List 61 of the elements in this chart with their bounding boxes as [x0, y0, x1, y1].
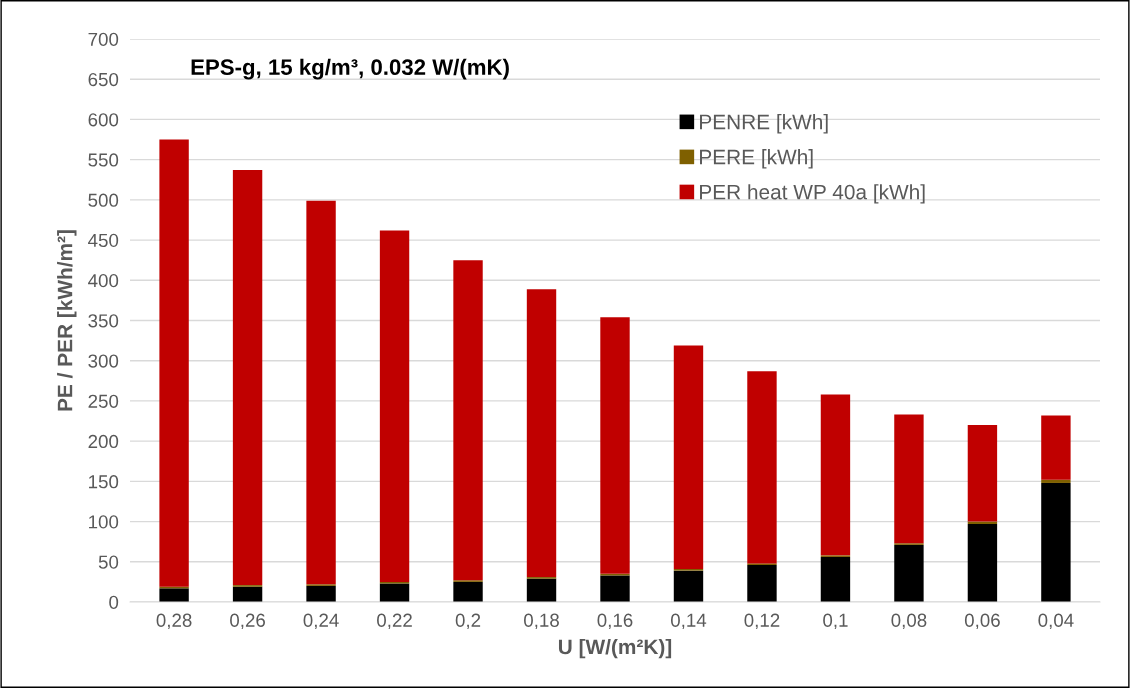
y-tick-label: 350 — [88, 314, 119, 328]
bar — [1041, 479, 1071, 483]
y-tick-label: 200 — [88, 434, 119, 449]
bar — [306, 200, 336, 585]
y-tick-label: 100 — [89, 515, 119, 529]
bar — [820, 556, 851, 602]
bar — [894, 414, 924, 544]
bar — [967, 425, 998, 522]
bar — [453, 260, 483, 581]
x-axis-title: U [W/(m²K)] — [558, 638, 672, 659]
x-tick-label: 0,26 — [230, 613, 265, 630]
bar — [306, 585, 336, 602]
bar — [967, 523, 998, 602]
bar — [600, 317, 630, 574]
x-tick-label: 0,12 — [744, 613, 780, 630]
y-tick-label: 500 — [88, 193, 119, 207]
bar — [232, 170, 263, 586]
x-tick-label: 0,22 — [377, 613, 412, 630]
bar — [453, 581, 483, 602]
x-tick-label: 0,06 — [964, 613, 1000, 630]
x-tick-label: 0,14 — [670, 613, 707, 630]
bar — [526, 289, 557, 578]
y-tick-label: 400 — [88, 273, 119, 288]
x-tick-label: 0,04 — [1038, 613, 1074, 630]
bar — [894, 544, 924, 602]
bar — [747, 371, 777, 564]
bar — [820, 394, 851, 556]
legend-label: PENRE [kWh] — [700, 114, 828, 134]
x-tick-label: 0,24 — [303, 613, 339, 630]
text: EPS-g, 15 kg/m³, 0.032 W/(mK) — [191, 58, 509, 80]
y-tick-label: 50 — [98, 555, 119, 569]
x-tick-label: 0,08 — [891, 613, 927, 630]
bar — [747, 565, 777, 602]
bar — [600, 575, 630, 602]
bar — [526, 578, 557, 602]
y-axis-title: PE / PER [kWh/m²] — [57, 230, 77, 411]
legend-label: PER heat WP 40a [kWh] — [700, 184, 925, 204]
bar — [379, 583, 410, 602]
x-tick-label: 0,18 — [524, 613, 559, 630]
y-tick-label: 700 — [88, 32, 119, 46]
x-tick-label: 0,2 — [455, 613, 481, 630]
bar — [1041, 415, 1071, 480]
bar — [673, 345, 704, 570]
bar — [232, 586, 263, 602]
bar — [379, 230, 410, 582]
x-tick-label: 0,16 — [597, 613, 633, 630]
y-tick-label: 650 — [88, 72, 119, 87]
bar — [159, 139, 189, 587]
y-tick-label: 300 — [88, 354, 119, 368]
y-tick-label: 150 — [89, 475, 119, 489]
bar — [1041, 482, 1071, 602]
y-tick-label: 250 — [88, 394, 119, 408]
x-tick-label: 0,1 — [823, 613, 848, 630]
legend-label: PERE [kWh] — [700, 149, 813, 169]
bar — [673, 570, 704, 602]
y-tick-label: 450 — [88, 233, 119, 248]
y-tick-label: 600 — [88, 113, 119, 127]
y-tick-label: 550 — [88, 153, 119, 167]
y-tick-label: 0 — [109, 595, 119, 609]
x-tick-label: 0,28 — [156, 613, 192, 630]
bar — [159, 588, 189, 602]
